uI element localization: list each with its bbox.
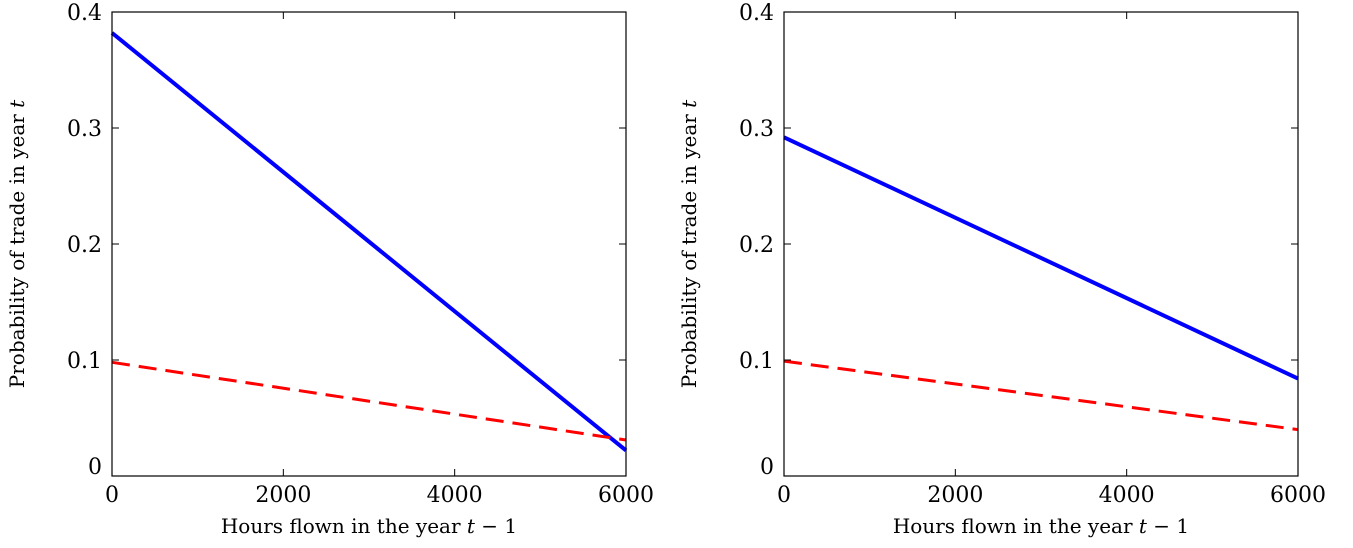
y-axis-label: Probability of trade in year t [5,99,29,388]
x-tick-label: 0 [777,483,791,508]
series-line-1 [783,135,1299,381]
x-tick-label: 0 [105,483,119,508]
y-tick-label: 0.4 [739,1,774,26]
x-tick-label: 2000 [255,483,311,508]
x-axis-label: Hours flown in the year t − 1 [221,514,517,538]
x-tick-label: 6000 [1270,483,1326,508]
y-tick-label: 0 [760,455,774,480]
y-tick-label: 0.3 [739,117,774,142]
y-tick-label: 0.2 [67,233,102,258]
y-axis-label: Probability of trade in year t [677,99,701,388]
x-tick-label: 2000 [927,483,983,508]
x-tick-label: 4000 [1099,483,1155,508]
series-line-1 [110,31,628,453]
series-line-2 [111,360,627,442]
chart-panel-2: 0 2000 4000 6000 0 0.1 0.2 0.3 0.4 Hours flown in… [677,1,1326,538]
chart-panel-1: 0 2000 4000 6000 0 0.1 0.2 0.3 0.4 Hours flown in… [5,1,654,538]
x-axis-label: Hours flown in the year t − 1 [893,514,1189,538]
x-tick-label: 4000 [427,483,483,508]
y-tick-label: 0.3 [67,117,102,142]
x-tick-label: 6000 [598,483,654,508]
y-tick-label: 0.1 [739,349,774,374]
y-tick-label: 0.2 [739,233,774,258]
series-line-2 [783,359,1299,432]
y-tick-label: 0.1 [67,349,102,374]
plot-frame [783,11,1299,477]
y-tick-label: 0.4 [67,1,102,26]
y-tick-label: 0 [88,455,102,480]
